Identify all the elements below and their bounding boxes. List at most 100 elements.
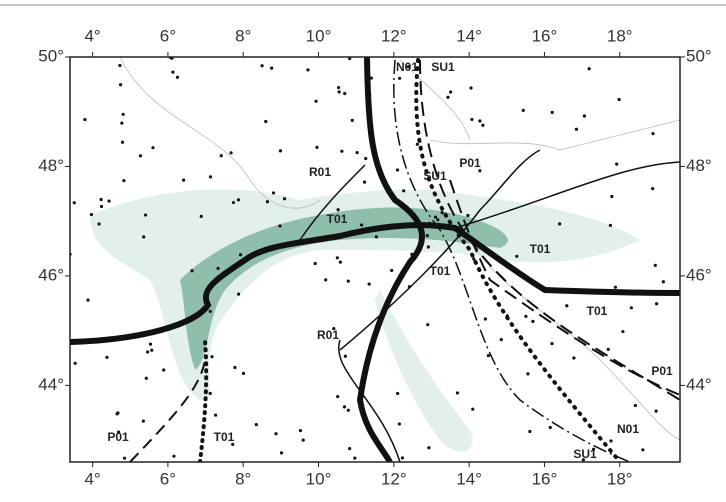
station xyxy=(500,338,503,341)
lon-tick-label: 18° xyxy=(607,469,633,488)
station xyxy=(426,323,429,326)
station xyxy=(280,451,283,454)
station xyxy=(100,205,103,208)
station xyxy=(338,90,341,93)
station xyxy=(515,255,518,258)
station xyxy=(139,154,142,157)
station xyxy=(162,368,165,371)
station xyxy=(372,340,375,343)
station xyxy=(396,392,399,395)
station xyxy=(609,224,612,227)
station xyxy=(654,264,657,267)
station xyxy=(181,322,184,325)
station xyxy=(356,151,359,154)
station xyxy=(655,302,658,305)
station xyxy=(260,64,263,67)
station xyxy=(74,362,77,365)
station xyxy=(118,64,121,67)
station xyxy=(472,257,475,260)
station xyxy=(119,83,122,86)
lat-tick-label: 46° xyxy=(38,265,64,284)
station xyxy=(410,253,413,256)
station xyxy=(607,348,610,351)
line-label: P01 xyxy=(651,364,673,378)
station xyxy=(232,201,235,204)
station xyxy=(274,432,277,435)
station xyxy=(347,409,350,412)
station xyxy=(641,448,644,451)
station xyxy=(398,422,401,425)
line-label: T01 xyxy=(587,304,608,318)
station xyxy=(344,355,347,358)
station xyxy=(83,118,86,121)
station xyxy=(506,314,509,317)
station xyxy=(306,68,309,71)
station xyxy=(441,211,444,214)
station xyxy=(347,280,350,283)
station xyxy=(343,92,346,95)
lon-tick-label: 8° xyxy=(235,469,251,488)
station xyxy=(469,86,472,89)
station xyxy=(150,349,153,352)
station xyxy=(630,306,633,309)
station xyxy=(456,391,459,394)
lon-tick-label: 8° xyxy=(235,26,251,45)
station xyxy=(214,413,217,416)
station xyxy=(522,109,525,112)
station xyxy=(470,118,473,121)
station xyxy=(73,201,76,204)
station xyxy=(427,446,430,449)
station xyxy=(558,222,561,225)
station xyxy=(363,181,366,184)
lon-tick-label: 4° xyxy=(84,469,100,488)
station xyxy=(651,187,654,190)
line-label: T01 xyxy=(214,430,235,444)
station xyxy=(120,121,123,124)
station xyxy=(565,304,568,307)
lat-tick-label: 48° xyxy=(686,156,712,175)
station xyxy=(478,119,481,122)
line-label: SU1 xyxy=(423,169,447,183)
station xyxy=(466,214,469,217)
station xyxy=(575,128,578,131)
station xyxy=(237,292,240,295)
station xyxy=(122,113,125,116)
station xyxy=(86,299,89,302)
station xyxy=(220,154,223,157)
station xyxy=(279,149,282,152)
station xyxy=(239,253,242,256)
station xyxy=(396,168,399,171)
station xyxy=(551,111,554,114)
station xyxy=(615,163,618,166)
station xyxy=(145,377,148,380)
station xyxy=(370,76,373,79)
station xyxy=(278,224,281,227)
lat-tick-label: 46° xyxy=(686,265,712,284)
station xyxy=(436,218,439,221)
station xyxy=(255,423,258,426)
station xyxy=(373,151,376,154)
lon-tick-label: 6° xyxy=(160,469,176,488)
station xyxy=(337,208,340,211)
lon-tick-label: 10° xyxy=(306,26,332,45)
lon-tick-label: 14° xyxy=(456,469,482,488)
station xyxy=(401,456,404,459)
station xyxy=(550,342,553,345)
line-label: N01 xyxy=(396,60,418,74)
station xyxy=(115,412,118,415)
lon-tick-label: 12° xyxy=(381,26,407,45)
station xyxy=(339,260,342,263)
line-label: R01 xyxy=(317,328,339,342)
station xyxy=(614,286,617,289)
station xyxy=(144,213,147,216)
lon-tick-label: 4° xyxy=(84,26,100,45)
lat-tick-label: 48° xyxy=(38,156,64,175)
station xyxy=(408,285,411,288)
station xyxy=(428,222,431,225)
station xyxy=(426,234,429,237)
station xyxy=(471,408,474,411)
station xyxy=(142,419,145,422)
station xyxy=(283,197,286,200)
station xyxy=(390,269,393,272)
station xyxy=(416,143,419,146)
